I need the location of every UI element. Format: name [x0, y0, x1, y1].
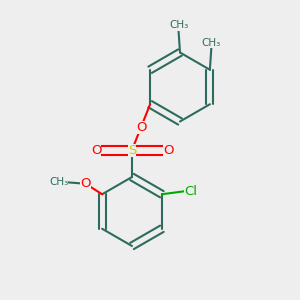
Text: O: O	[136, 121, 146, 134]
Text: CH₃: CH₃	[169, 20, 188, 31]
Text: Cl: Cl	[184, 185, 197, 198]
Text: O: O	[80, 177, 91, 190]
Text: CH₃: CH₃	[202, 38, 221, 48]
Text: O: O	[163, 143, 173, 157]
Text: CH₃: CH₃	[49, 177, 68, 187]
Text: O: O	[91, 143, 101, 157]
Text: S: S	[128, 143, 136, 157]
